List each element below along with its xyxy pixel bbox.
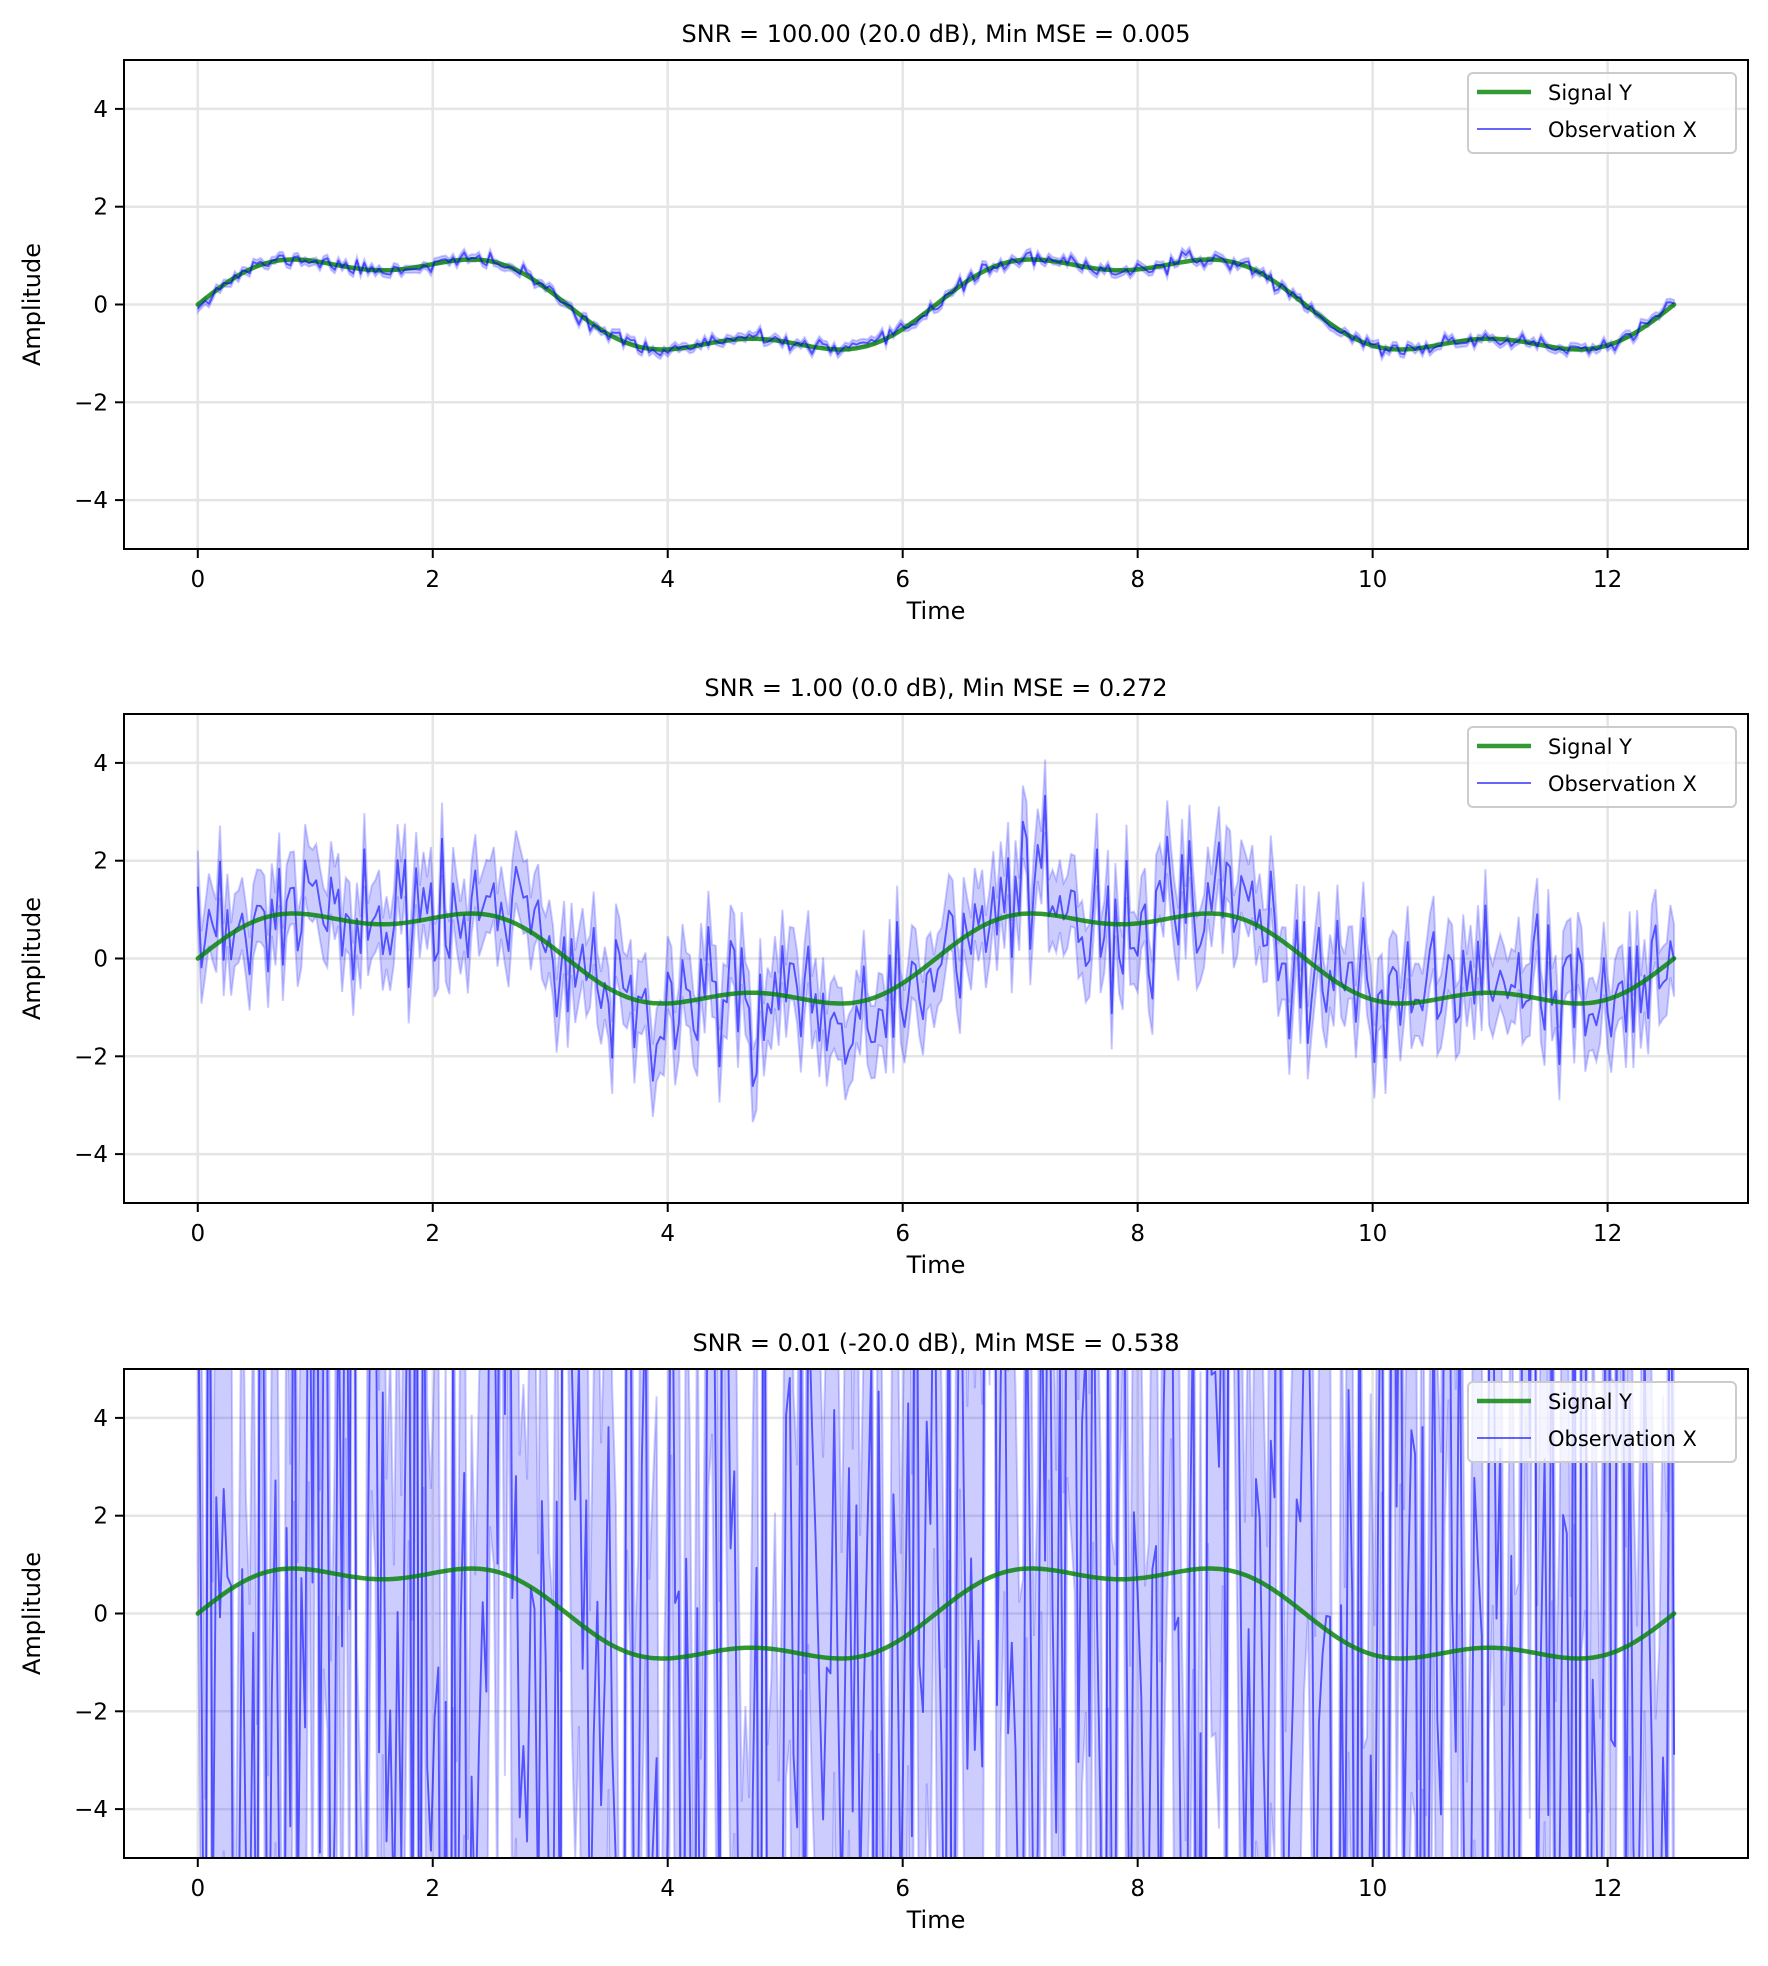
y-axis-label: Amplitude (18, 243, 46, 366)
y-tick-label: 2 (93, 195, 108, 221)
observation-x-line (196, 794, 1676, 1087)
legend-observation-label: Observation X (1548, 772, 1697, 796)
subplot-1: 0 2 4 6 8 10 12 −4 −2 0 2 4 SNR = 100.00 (20.0 dB), … (18, 20, 1749, 625)
subplot-3: 0 2 4 6 8 10 12 −4 −2 0 2 4 SNR = 0.01 (-20.0 dB), M… (18, 1329, 1749, 1934)
y-tick-label: 0 (93, 293, 108, 319)
subplot-title: SNR = 1.00 (0.0 dB), Min MSE = 0.272 (704, 674, 1167, 702)
x-tick-label: 10 (1358, 1221, 1387, 1247)
legend-observation-label: Observation X (1548, 1427, 1697, 1451)
x-tick-label: 2 (425, 567, 440, 593)
plot-area (195, 245, 1677, 363)
y-tick-label: −2 (74, 1044, 108, 1070)
x-tick-label: 4 (660, 1221, 675, 1247)
legend-box (1467, 72, 1737, 154)
observation-band (196, 759, 1676, 1123)
subplot-title: SNR = 100.00 (20.0 dB), Min MSE = 0.005 (682, 20, 1191, 48)
x-tick-label: 12 (1593, 567, 1622, 593)
legend-signal-label: Signal Y (1548, 1390, 1632, 1414)
x-axis-label: Time (906, 1251, 966, 1279)
y-axis-label: Amplitude (18, 1552, 46, 1675)
legend: Signal Y Observation X (1467, 726, 1737, 808)
y-tick-label: 2 (93, 1504, 108, 1530)
y-tick-label: −2 (74, 1699, 108, 1725)
x-tick-label: 2 (425, 1221, 440, 1247)
subplot-2: 0 2 4 6 8 10 12 −4 −2 0 2 4 SNR = 1.00 (0.0 dB), Min… (18, 674, 1749, 1279)
x-tick-label: 2 (425, 1876, 440, 1902)
y-tick-label: 0 (93, 947, 108, 973)
x-tick-label: 4 (660, 567, 675, 593)
x-tick-label: 12 (1593, 1221, 1622, 1247)
x-axis-label: Time (906, 597, 966, 625)
legend-signal-label: Signal Y (1548, 735, 1632, 759)
x-tick-label: 8 (1130, 567, 1145, 593)
x-axis-label: Time (906, 1906, 966, 1934)
legend: Signal Y Observation X (1467, 1381, 1737, 1463)
y-tick-label: −4 (74, 488, 108, 514)
x-tick-label: 6 (895, 1221, 910, 1247)
x-tick-label: 8 (1130, 1876, 1145, 1902)
x-tick-label: 0 (190, 1221, 205, 1247)
plot-area (195, 759, 1677, 1123)
legend-box (1467, 1381, 1737, 1463)
y-tick-label: 4 (93, 751, 108, 777)
plot-area (195, 1369, 1677, 1858)
y-tick-label: 0 (93, 1602, 108, 1628)
subplot-title: SNR = 0.01 (-20.0 dB), Min MSE = 0.538 (692, 1329, 1179, 1357)
x-tick-label: 6 (895, 1876, 910, 1902)
legend: Signal Y Observation X (1467, 72, 1737, 154)
y-tick-label: 4 (93, 97, 108, 123)
signal-y-line (195, 911, 1677, 1006)
y-tick-label: 4 (93, 1406, 108, 1432)
x-tick-label: 8 (1130, 1221, 1145, 1247)
legend-observation-label: Observation X (1548, 118, 1697, 142)
observation-x-line (197, 249, 1675, 357)
legend-box (1467, 726, 1737, 808)
x-tick-label: 0 (190, 567, 205, 593)
y-tick-label: −4 (74, 1142, 108, 1168)
observation-x-line (198, 1369, 1676, 1858)
x-tick-label: 4 (660, 1876, 675, 1902)
y-tick-label: −4 (74, 1797, 108, 1823)
y-tick-label: 2 (93, 849, 108, 875)
y-tick-label: −2 (74, 390, 108, 416)
legend-signal-label: Signal Y (1548, 81, 1632, 105)
x-tick-label: 0 (190, 1876, 205, 1902)
x-tick-label: 6 (895, 567, 910, 593)
signal-y-line (195, 1566, 1677, 1661)
y-axis-label: Amplitude (18, 897, 46, 1020)
x-tick-label: 12 (1593, 1876, 1622, 1902)
x-tick-label: 10 (1358, 567, 1387, 593)
x-tick-label: 10 (1358, 1876, 1387, 1902)
